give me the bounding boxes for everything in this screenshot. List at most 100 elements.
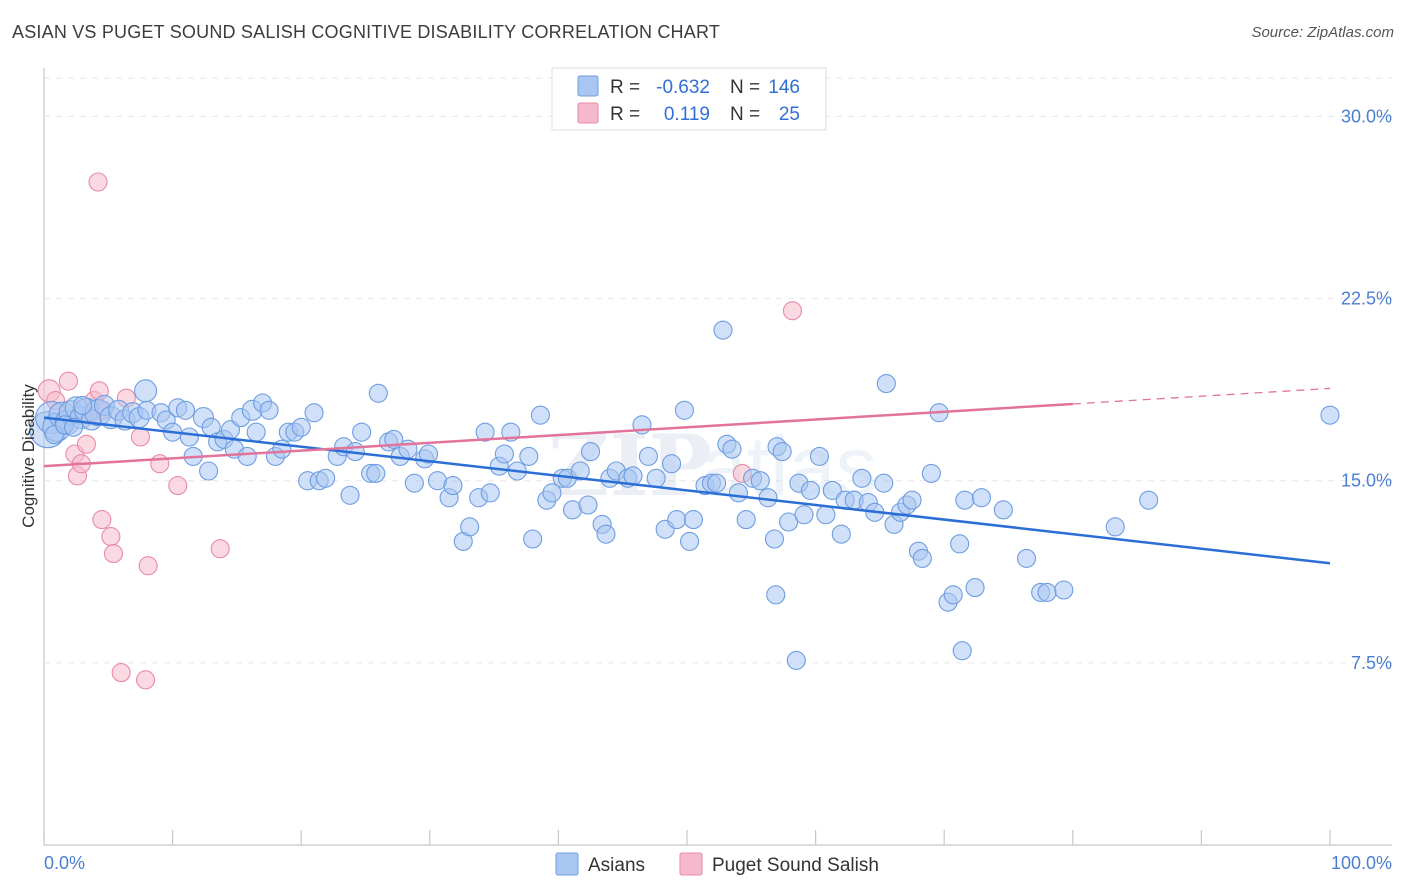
data-point (722, 439, 742, 459)
data-point (912, 548, 932, 568)
data-point (623, 466, 643, 486)
legend-n-label-asians: N = (730, 77, 760, 98)
data-point (210, 539, 230, 559)
data-point (103, 544, 123, 564)
x-ticks (43, 830, 1331, 845)
data-point (570, 461, 590, 481)
data-point (680, 531, 700, 551)
data-point (874, 473, 894, 493)
bottom-legend: Asians Puget Sound Salish (555, 852, 879, 876)
watermark: ZIP atlas (548, 416, 877, 515)
bottom-legend-label-asians: Asians (588, 855, 645, 876)
data-point (175, 400, 196, 420)
data-point (786, 650, 806, 670)
data-point (713, 320, 733, 340)
trend-line-salish-extension (1072, 387, 1331, 405)
data-point (418, 444, 439, 464)
data-point (667, 510, 687, 530)
data-point (800, 480, 821, 500)
bottom-legend-label-salish: Puget Sound Salish (712, 855, 879, 876)
data-point (638, 446, 658, 466)
legend-n-value-asians: 146 (768, 77, 800, 98)
legend: R = -0.632 N = 146 R = 0.119 N = 25 (551, 67, 827, 131)
data-point (76, 434, 96, 454)
data-point (1016, 548, 1037, 568)
data-point (822, 480, 842, 500)
data-point (134, 379, 158, 403)
data-point (662, 454, 682, 474)
data-point (750, 471, 770, 491)
y-tick-labels: 7.5% 15.0% 22.5% 30.0% (1341, 106, 1392, 672)
y-tick-label: 15.0% (1341, 471, 1392, 491)
data-point (646, 468, 666, 488)
data-point (404, 473, 424, 493)
legend-n-label-salish: N = (730, 104, 760, 125)
y-tick-label: 22.5% (1341, 289, 1392, 309)
data-point (971, 488, 992, 508)
data-point (199, 461, 219, 481)
data-point (73, 395, 93, 415)
data-point (952, 641, 972, 661)
data-point (542, 483, 562, 503)
data-point (831, 524, 851, 544)
data-point (92, 510, 112, 530)
gridlines (44, 77, 1392, 664)
legend-n-value-salish: 25 (779, 104, 800, 125)
y-axis-title: Cognitive Disability (19, 384, 38, 528)
data-point (794, 505, 814, 525)
data-point (728, 483, 748, 503)
series-asians (29, 320, 1340, 670)
data-point (993, 500, 1013, 520)
x-tick-label-min: 0.0% (44, 853, 85, 873)
data-point (340, 485, 360, 505)
bottom-legend-swatch-salish (679, 852, 703, 876)
data-point (366, 463, 386, 483)
bottom-legend-swatch-asians (555, 852, 579, 876)
data-point (809, 446, 830, 466)
data-point (291, 417, 311, 437)
data-point (259, 400, 279, 420)
data-point (766, 585, 786, 605)
data-point (460, 517, 480, 537)
data-point (707, 473, 727, 493)
data-point (64, 417, 84, 437)
data-point (736, 510, 756, 530)
data-point (779, 512, 799, 532)
source-label: Source: ZipAtlas.com (1251, 24, 1394, 41)
data-point (88, 172, 108, 192)
data-point (674, 400, 694, 420)
legend-r-label-asians: R = (610, 77, 640, 98)
trend-lines (43, 387, 1331, 565)
data-point (523, 529, 543, 549)
data-point (179, 427, 199, 447)
data-point (168, 476, 188, 496)
data-point (1105, 517, 1125, 537)
legend-swatch-asians (577, 75, 599, 97)
data-point (101, 527, 121, 547)
data-point (852, 468, 872, 488)
legend-r-value-salish: 0.119 (664, 104, 710, 125)
trend-line-asians (43, 416, 1331, 565)
data-point (138, 556, 158, 576)
data-point (1054, 580, 1074, 600)
data-point (1320, 405, 1340, 425)
data-point (530, 405, 550, 425)
data-point (58, 371, 78, 391)
data-point (580, 442, 601, 462)
data-point (111, 663, 131, 683)
data-point (246, 422, 266, 442)
data-point (683, 510, 703, 530)
y-tick-label: 30.0% (1341, 106, 1392, 126)
data-point (950, 534, 970, 554)
data-point (902, 490, 922, 510)
x-tick-label-max: 100.0% (1331, 853, 1392, 873)
data-point (876, 374, 896, 394)
data-point (1037, 582, 1057, 602)
data-point (943, 585, 963, 605)
data-point (596, 524, 616, 544)
data-point (578, 495, 598, 515)
legend-r-value-asians: -0.632 (656, 77, 710, 98)
data-point (816, 505, 836, 525)
data-point (368, 383, 388, 403)
